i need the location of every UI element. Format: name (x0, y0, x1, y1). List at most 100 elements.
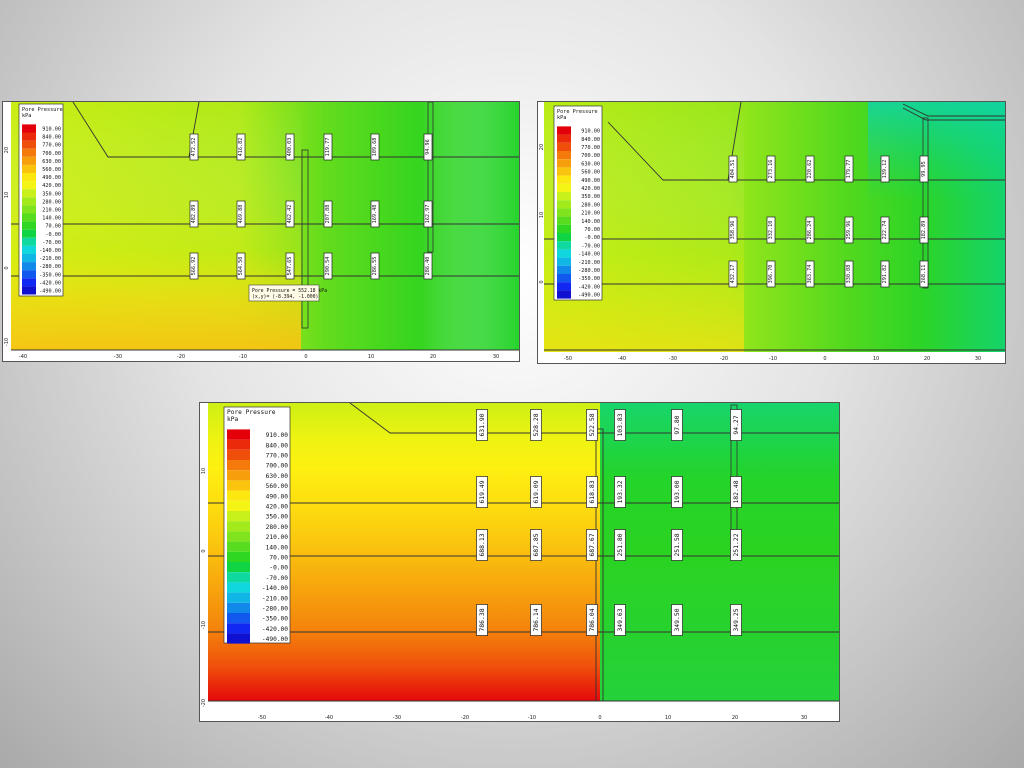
contour-value-label: 349.25 (730, 604, 742, 636)
legend-swatch (22, 140, 36, 149)
contour-value-text: 179.77 (846, 160, 852, 179)
legend-value: -70.00 (581, 243, 600, 249)
contour-value-label: 94.27 (730, 409, 742, 441)
legend-swatch (227, 602, 250, 613)
legend-swatch (557, 282, 571, 291)
x-axis-tick-label: -40 (618, 356, 626, 362)
contour-value-label: 193.32 (614, 476, 626, 508)
tooltip-pore-pressure: Pore Pressure = 552.18 kPa (252, 288, 327, 294)
pore-pressure-contour-plot[interactable]: 404.51 273.16 220.62 179.77 139.12 99.95 358.9… (538, 102, 1005, 363)
y-axis-tick-label: -20 (201, 699, 207, 707)
legend-swatch (557, 216, 571, 225)
legend-value: 350.00 (266, 514, 289, 521)
contour-value-text: 182.89 (921, 221, 927, 240)
contour-value-text: 618.83 (588, 480, 596, 503)
legend-swatch (557, 151, 571, 160)
legend-swatch (22, 189, 36, 198)
contour-panel-top-left[interactable]: 472.52 416.82 400.03 119.77 109.68 94.96 482.8… (2, 101, 520, 362)
legend-value: 140.00 (42, 216, 61, 222)
legend-title: Pore Pressure (227, 409, 276, 416)
x-axis-tick-label: 20 (924, 356, 930, 362)
legend-value: 490.00 (266, 493, 289, 500)
legend-swatch (557, 290, 571, 299)
legend-swatch (227, 613, 250, 624)
legend-value: 280.00 (266, 524, 289, 531)
x-axis-tick-label: -40 (19, 354, 27, 360)
legend-swatch (227, 511, 250, 522)
contour-value-text: 363.74 (807, 265, 813, 284)
legend-unit: kPa (557, 115, 566, 121)
legend-value: 770.00 (266, 452, 289, 459)
legend-title: Pore Pressure (557, 109, 598, 115)
contour-value-label: 432.17 (728, 260, 738, 288)
legend-swatch (557, 224, 571, 233)
x-axis-tick-label: 0 (598, 715, 601, 721)
legend-swatch (227, 490, 250, 501)
y-axis-tick-label: 10 (4, 192, 10, 198)
legend-value: -420.00 (39, 280, 61, 286)
contour-value-text: 259.96 (846, 221, 852, 240)
legend-value: 280.00 (581, 202, 600, 208)
contour-value-text: 786.14 (532, 608, 540, 631)
pore-pressure-contour-plot[interactable]: 631.90 528.28 522.58 103.83 97.80 94.27 619.49… (200, 403, 839, 721)
legend-value: 140.00 (266, 544, 289, 551)
legend-swatch (227, 449, 250, 460)
legend-value: 700.00 (581, 153, 600, 159)
contour-value-text: 99.95 (921, 161, 927, 177)
contour-value-label: 193.00 (671, 476, 683, 508)
legend-swatch (557, 200, 571, 209)
legend-value: 70.00 (584, 227, 600, 233)
legend-value: 210.00 (266, 534, 289, 541)
contour-value-text: 564.50 (238, 257, 244, 276)
legend-swatch (22, 181, 36, 190)
legend-value: -210.00 (39, 256, 61, 262)
legend-value: -420.00 (262, 626, 288, 633)
legend-title: Pore Pressure (22, 107, 63, 113)
x-axis-tick-label: -20 (177, 354, 185, 360)
contour-value-text: 688.13 (478, 533, 486, 556)
contour-value-text: 169.48 (372, 205, 378, 224)
y-axis-tick-label: 0 (201, 549, 207, 552)
contour-value-label: 358.96 (728, 216, 738, 244)
pore-pressure-contour-plot[interactable]: 472.52 416.82 400.03 119.77 109.68 94.96 482.8… (3, 102, 519, 361)
legend-value: 630.00 (581, 161, 600, 167)
legend-swatch (227, 480, 250, 491)
contour-value-text: 786.38 (478, 608, 486, 631)
contour-value-text: 286.55 (372, 257, 378, 276)
legend-value: 560.00 (42, 167, 61, 173)
x-axis-tick-label: 30 (493, 354, 499, 360)
contour-value-text: 290.54 (325, 257, 331, 276)
legend-swatch (557, 249, 571, 258)
contour-panel-bottom[interactable]: 631.90 528.28 522.58 103.83 97.80 94.27 619.49… (199, 402, 840, 722)
contour-value-label: 462.42 (285, 200, 295, 228)
x-axis-tick-label: 30 (975, 356, 981, 362)
legend-value: -350.00 (39, 272, 61, 278)
legend-unit: kPa (22, 113, 31, 119)
y-axis-tick-label: 20 (4, 147, 10, 153)
contour-value-text: 416.82 (238, 138, 244, 157)
contour-value-label: 286.24 (805, 216, 815, 244)
contour-value-text: 358.96 (730, 221, 736, 240)
legend-value: 70.00 (269, 554, 288, 561)
legend-value: 840.00 (581, 137, 600, 143)
x-axis-tick-label: 10 (873, 356, 879, 362)
legend-swatch (557, 183, 571, 192)
contour-value-text: 482.89 (191, 205, 197, 224)
contour-value-text: 94.27 (732, 415, 740, 434)
legend-value: -420.00 (578, 284, 600, 290)
legend-swatch (227, 470, 250, 481)
contour-value-text: 462.42 (287, 205, 293, 224)
legend-value: -210.00 (262, 595, 288, 602)
contour-value-text: 207.88 (325, 205, 331, 224)
contour-value-text: 631.90 (478, 413, 486, 436)
x-axis-tick-label: -10 (239, 354, 247, 360)
legend-value: 210.00 (42, 207, 61, 213)
contour-value-label: 687.85 (530, 529, 542, 561)
legend-value: 770.00 (42, 143, 61, 149)
contour-value-label: 251.80 (614, 529, 626, 561)
legend-swatch (557, 126, 571, 135)
legend-swatch (227, 562, 250, 573)
contour-value-label: 786.14 (530, 604, 542, 636)
contour-panel-top-right[interactable]: 404.51 273.16 220.62 179.77 139.12 99.95 358.9… (537, 101, 1006, 364)
